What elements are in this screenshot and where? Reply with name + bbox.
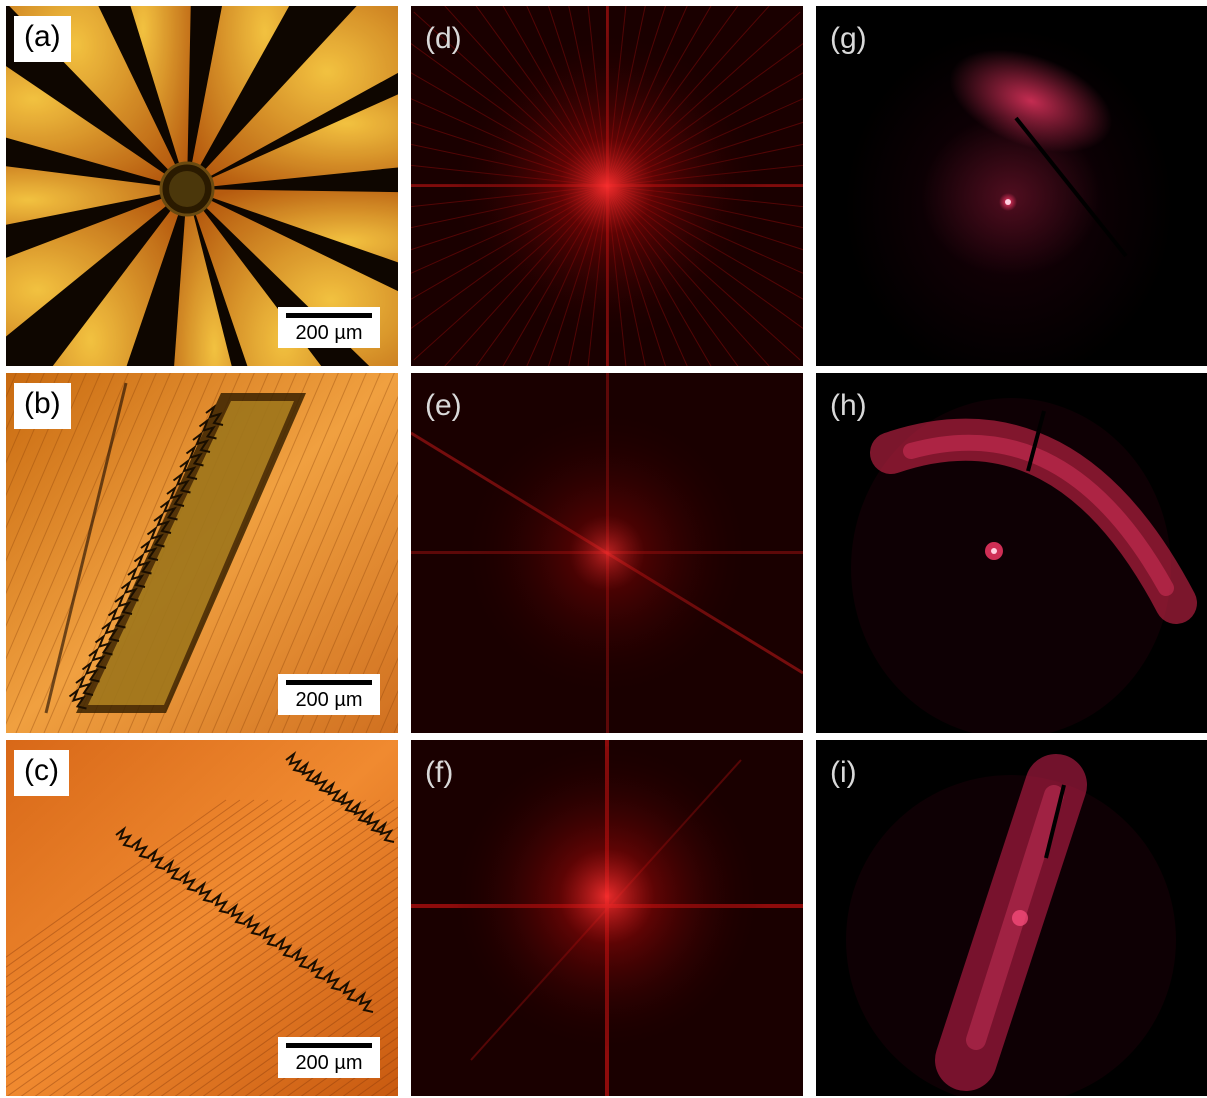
micrograph-panel-c: (c) 200 µm	[6, 740, 398, 1096]
panel-label-c: (c)	[14, 750, 69, 796]
band-texture-image-b	[6, 373, 398, 733]
panel-label-d: (d)	[425, 22, 462, 55]
panel-label-g: (g)	[830, 22, 867, 55]
panel-label-b: (b)	[14, 383, 71, 429]
diffraction-panel-h: (h)	[816, 373, 1207, 733]
panel-label-i: (i)	[830, 756, 857, 789]
panel-label-h: (h)	[830, 389, 867, 422]
scale-bar-label-c: 200 µm	[295, 1052, 363, 1074]
scale-bar-label-b: 200 µm	[295, 689, 363, 711]
scale-bar-c: 200 µm	[278, 1037, 380, 1078]
diffraction-image-h	[816, 373, 1207, 733]
panel-label-e: (e)	[425, 389, 462, 422]
fft-image-d	[411, 6, 803, 366]
fft-panel-f: (f)	[411, 740, 803, 1096]
fft-image-f	[411, 740, 803, 1096]
diffraction-panel-i: (i)	[816, 740, 1207, 1096]
fft-panel-e: (e)	[411, 373, 803, 733]
diffraction-image-g	[816, 6, 1207, 366]
diffraction-panel-g: (g)	[816, 6, 1207, 366]
panel-label-a: (a)	[14, 16, 71, 62]
micrograph-panel-a: (a) 200 µm	[6, 6, 398, 366]
fft-panel-d: (d)	[411, 6, 803, 366]
panel-label-f: (f)	[425, 756, 454, 789]
diffraction-image-i	[816, 740, 1207, 1096]
scale-bar-b: 200 µm	[278, 674, 380, 715]
micrograph-panel-b: (b) 200 µm	[6, 373, 398, 733]
scale-bar-a: 200 µm	[278, 307, 380, 348]
fft-image-e	[411, 373, 803, 733]
scale-bar-label-a: 200 µm	[295, 322, 363, 344]
